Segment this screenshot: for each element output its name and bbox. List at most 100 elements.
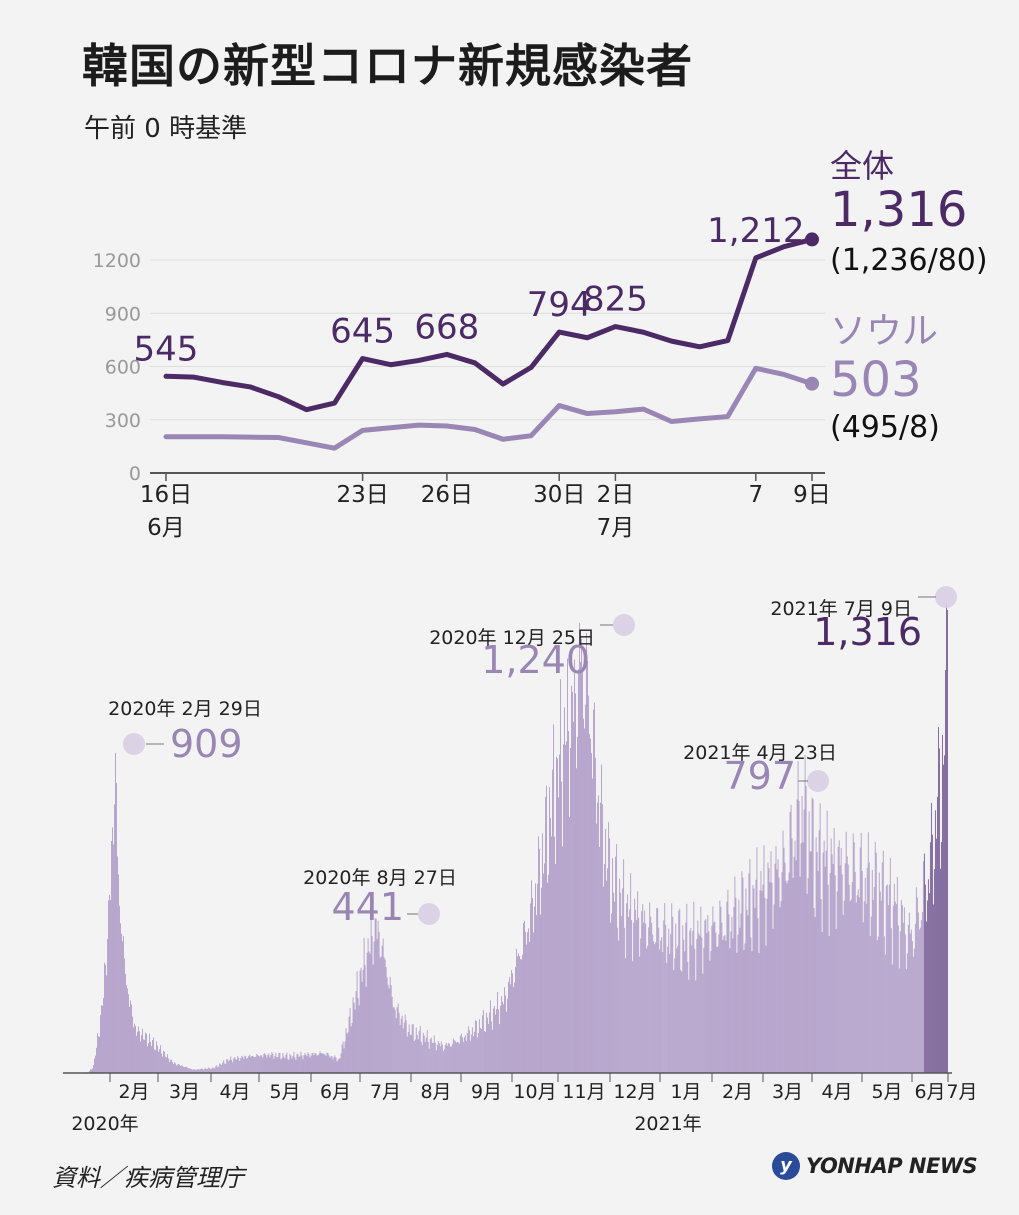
daily-bar	[674, 958, 676, 1073]
daily-bar	[276, 1057, 278, 1073]
daily-bar	[806, 893, 808, 1073]
daily-bar	[430, 1037, 432, 1073]
daily-bar	[375, 918, 377, 1073]
daily-bar	[193, 1069, 195, 1073]
daily-bar	[843, 900, 845, 1073]
daily-bar	[342, 1041, 344, 1073]
daily-bar	[153, 1037, 155, 1073]
daily-bar	[576, 768, 577, 1073]
daily-bar	[409, 1034, 411, 1073]
daily-bar	[825, 850, 827, 1073]
daily-bar	[753, 888, 755, 1073]
month-tick-label: 5月	[871, 1081, 902, 1103]
daily-bar	[762, 884, 764, 1073]
daily-bar	[711, 925, 713, 1073]
daily-bar	[104, 962, 105, 1073]
daily-bar	[672, 916, 674, 1073]
daily-bar	[468, 1030, 470, 1073]
y-tick-label: 0	[129, 463, 141, 485]
daily-bar	[131, 1004, 132, 1073]
daily-bar	[487, 1023, 489, 1073]
daily-bar	[805, 785, 807, 1073]
daily-bar	[675, 923, 677, 1073]
daily-bar	[132, 1016, 133, 1073]
daily-bar	[215, 1066, 217, 1073]
daily-bar	[188, 1068, 190, 1073]
daily-bar	[427, 1042, 429, 1073]
daily-bar	[200, 1068, 202, 1073]
daily-bar	[417, 1039, 419, 1073]
daily-bar	[411, 1024, 413, 1073]
daily-bar	[514, 982, 515, 1073]
daily-bar	[718, 934, 720, 1073]
daily-bar	[113, 844, 114, 1073]
peak-marker	[123, 733, 145, 755]
daily-bar	[94, 1058, 95, 1073]
daily-bar	[561, 781, 562, 1073]
daily-bar	[311, 1053, 313, 1073]
daily-bar	[96, 1047, 97, 1073]
daily-bar	[294, 1057, 296, 1073]
daily-bar	[702, 973, 704, 1073]
line-chart: 0 300 600 900 1200 16日 6月 23日 26日 30日 2日 7月 7 9日 545 64…	[93, 147, 988, 541]
daily-bar	[626, 903, 628, 1073]
daily-bar	[600, 802, 602, 1073]
daily-bar	[572, 691, 573, 1073]
daily-bar	[754, 907, 756, 1073]
daily-bar	[205, 1068, 207, 1073]
daily-bar	[933, 868, 935, 1073]
daily-bar	[693, 901, 695, 1073]
daily-bar	[532, 897, 533, 1073]
daily-bar	[770, 851, 772, 1073]
daily-bar	[267, 1054, 269, 1073]
daily-bar	[646, 948, 648, 1073]
daily-bar	[115, 753, 116, 1073]
daily-bar	[857, 889, 859, 1073]
daily-bar	[637, 891, 639, 1073]
daily-bar	[292, 1055, 294, 1073]
daily-bar	[383, 957, 385, 1073]
daily-bar	[324, 1054, 326, 1073]
daily-bar	[420, 1041, 422, 1073]
daily-bar	[526, 944, 527, 1073]
daily-bar	[171, 1059, 173, 1073]
daily-bar	[357, 998, 359, 1073]
page-subtitle: 午前 0 時基準	[84, 114, 248, 144]
daily-bar	[449, 1046, 451, 1073]
daily-bar	[571, 685, 572, 1073]
daily-bar	[624, 927, 626, 1073]
daily-bar	[118, 874, 119, 1073]
daily-bar	[746, 909, 748, 1073]
y-tick-label: 600	[105, 357, 141, 379]
daily-bar	[713, 922, 715, 1073]
daily-bar	[455, 1042, 457, 1073]
daily-bar	[231, 1059, 233, 1073]
daily-bar	[97, 1033, 98, 1073]
month-tick-label: 7月	[370, 1081, 401, 1103]
daily-bar	[522, 954, 523, 1073]
legend-total-breakdown: (1,236/80)	[830, 243, 988, 278]
month-tick-label: 1月	[670, 1081, 701, 1103]
daily-bar	[442, 1050, 444, 1073]
daily-bar	[760, 871, 762, 1073]
daily-bar	[779, 907, 781, 1073]
daily-bar	[680, 969, 682, 1073]
daily-bar	[460, 1033, 462, 1073]
daily-bar	[586, 632, 587, 1073]
daily-bar	[404, 1014, 406, 1073]
daily-bar	[128, 994, 129, 1073]
daily-bar	[213, 1068, 215, 1073]
daily-bar	[900, 900, 902, 1073]
daily-bar	[794, 840, 796, 1073]
daily-bar	[827, 884, 829, 1073]
daily-bar	[581, 638, 582, 1073]
daily-bar	[836, 891, 838, 1073]
daily-bar	[831, 854, 833, 1073]
daily-bar	[126, 985, 127, 1073]
daily-bar	[677, 945, 679, 1073]
daily-bar	[642, 904, 644, 1073]
daily-bar	[565, 744, 566, 1073]
daily-bar	[628, 917, 630, 1073]
month-tick-label: 2月	[118, 1081, 149, 1103]
daily-bar	[560, 679, 561, 1073]
